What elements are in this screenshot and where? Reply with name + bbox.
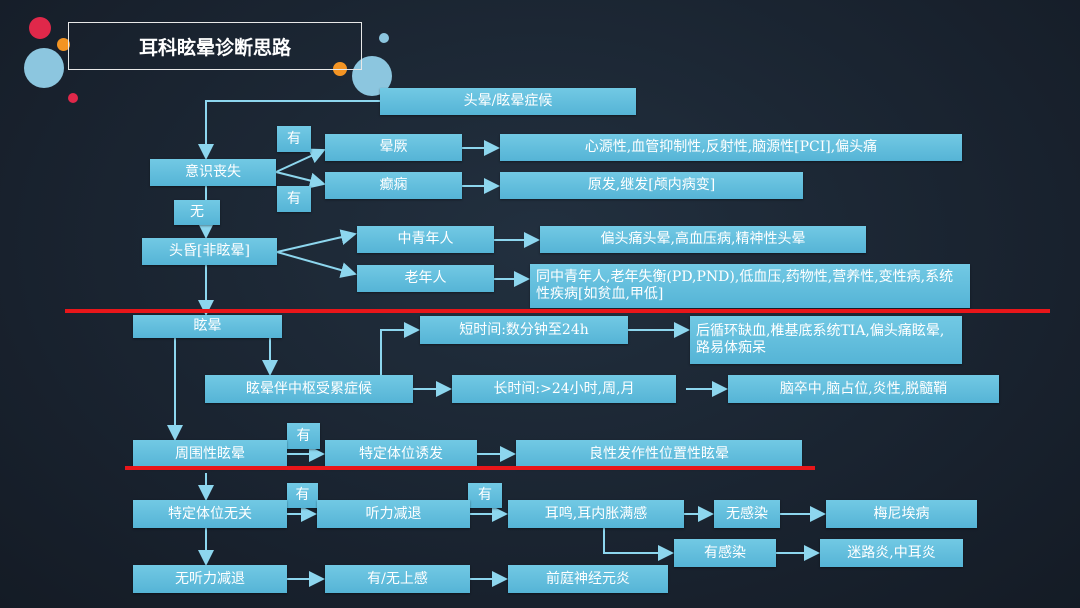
page-title: 耳科眩晕诊断思路 (68, 22, 362, 70)
node-loss-of-consciousness: 意识丧失 (150, 159, 276, 186)
node-peripheral: 周围性眩晕 (133, 440, 287, 468)
node-no-infection: 无感染 (714, 500, 780, 528)
node-short: 短时间:数分钟至24h (420, 316, 628, 344)
highlight-line (125, 466, 815, 470)
node-long: 长时间:>24小时,周,月 (452, 375, 676, 403)
node-vestibular-neuritis: 前庭神经元炎 (508, 565, 668, 593)
label-yes: 有 (287, 423, 320, 449)
label-yes: 有 (277, 186, 311, 212)
node-vertigo: 眩晕 (133, 315, 282, 338)
node-syncope-causes: 心源性,血管抑制性,反射性,脑源性[PCI],偏头痛 (500, 134, 962, 161)
node-infection: 有感染 (674, 539, 776, 567)
decor-circle-red-small (68, 93, 78, 103)
node-no-hearing-loss: 无听力减退 (133, 565, 287, 593)
node-nonpositional: 特定体位无关 (133, 500, 287, 528)
node-long-causes: 脑卒中,脑占位,炎性,脱髓鞘 (728, 375, 999, 403)
node-labyrinthitis: 迷路炎,中耳炎 (820, 539, 963, 567)
node-meniere: 梅尼埃病 (826, 500, 977, 528)
node-syncope: 晕厥 (325, 134, 462, 161)
node-bppv: 良性发作性位置性眩晕 (516, 440, 802, 468)
highlight-line (65, 309, 1050, 313)
label-yes: 有 (468, 483, 502, 508)
decor-circle-blue-small (379, 33, 389, 43)
node-old-causes: 同中青年人,老年失衡(PD,PND),低血压,药物性,营养性,变性病,系统性疾病… (530, 264, 970, 308)
decor-circle-red (29, 17, 51, 39)
node-uri: 有/无上感 (325, 565, 470, 593)
node-positional: 特定体位诱发 (325, 440, 477, 468)
decor-circle-orange (57, 38, 70, 51)
node-lightheaded: 头昏[非眩晕] (142, 238, 277, 265)
node-central: 眩晕伴中枢受累症候 (205, 375, 413, 403)
label-yes: 有 (287, 483, 318, 508)
node-epilepsy: 癫痫 (325, 172, 462, 199)
node-young-causes: 偏头痛头晕,高血压病,精神性头晕 (540, 226, 866, 253)
node-hearing-loss: 听力减退 (317, 500, 470, 528)
label-no: 无 (174, 200, 220, 225)
node-short-causes: 后循环缺血,椎基底系统TIA,偏头痛眩晕,路易体痴呆 (690, 316, 962, 364)
node-tinnitus: 耳鸣,耳内胀满感 (508, 500, 684, 528)
node-old: 老年人 (357, 265, 494, 292)
node-young: 中青年人 (357, 226, 494, 253)
decor-circle-blue (24, 48, 64, 88)
node-start: 头晕/眩晕症候 (380, 88, 636, 115)
node-epilepsy-causes: 原发,继发[颅内病变] (500, 172, 803, 199)
label-yes: 有 (277, 126, 311, 152)
